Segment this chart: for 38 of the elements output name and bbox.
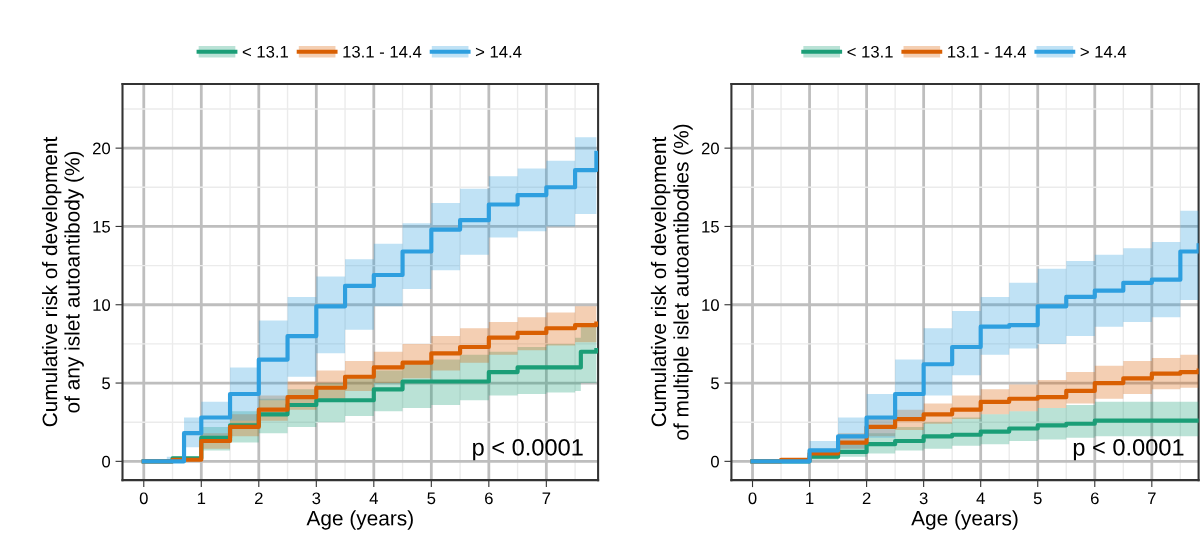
y-tick-label: 20 (93, 142, 111, 155)
x-tick-label: 3 (919, 492, 928, 505)
y-tick-label: 20 (701, 142, 719, 155)
y-tick-label: 5 (102, 377, 110, 390)
y-tick-label: 5 (711, 377, 719, 390)
x-tick-label: 1 (806, 492, 814, 505)
y-tick-label: 15 (93, 221, 110, 233)
legend-label: 13.1 - 14.4 (948, 45, 1027, 58)
x-tick-label: 2 (255, 492, 263, 505)
x-tick-label: 0 (139, 492, 148, 505)
x-tick-label: 0 (748, 492, 757, 505)
legend-label: < 13.1 (242, 45, 288, 58)
y-tick-label: 0 (102, 455, 111, 468)
x-tick-label: 4 (369, 492, 378, 505)
y-axis-title: Cumulative risk of development of any islet autoantibody (%) (41, 136, 84, 427)
x-tick-label: 7 (542, 492, 551, 505)
legend-label: < 13.1 (847, 45, 893, 58)
y-tick-label: 10 (702, 299, 719, 311)
x-tick-label: 5 (427, 492, 436, 505)
y-tick-label: 15 (702, 221, 719, 233)
x-tick-label: 6 (485, 492, 493, 505)
legend-label: > 14.4 (475, 46, 522, 58)
annotation: p < 0.0001 (473, 438, 583, 461)
x-tick-label: 3 (312, 492, 321, 505)
x-tick-label: 4 (976, 492, 985, 505)
x-axis-title: Age (years) (911, 510, 1018, 530)
legend-label: > 14.4 (1080, 46, 1127, 58)
x-tick-label: 1 (197, 492, 206, 505)
x-tick-label: 6 (1090, 492, 1099, 505)
x-tick-label: 7 (1148, 492, 1156, 505)
legend-label: 13.1 - 14.4 (343, 45, 422, 58)
y-tick-label: 10 (93, 299, 111, 311)
y-tick-label: 0 (710, 455, 719, 468)
x-tick-label: 2 (862, 492, 871, 505)
y-axis-title: Cumulative risk of development of multiple islet autoantibodies (%) (650, 124, 693, 440)
x-tick-label: 5 (1033, 492, 1042, 505)
x-axis-title: Age (years) (306, 510, 413, 530)
annotation: p < 0.0001 (1073, 438, 1184, 461)
